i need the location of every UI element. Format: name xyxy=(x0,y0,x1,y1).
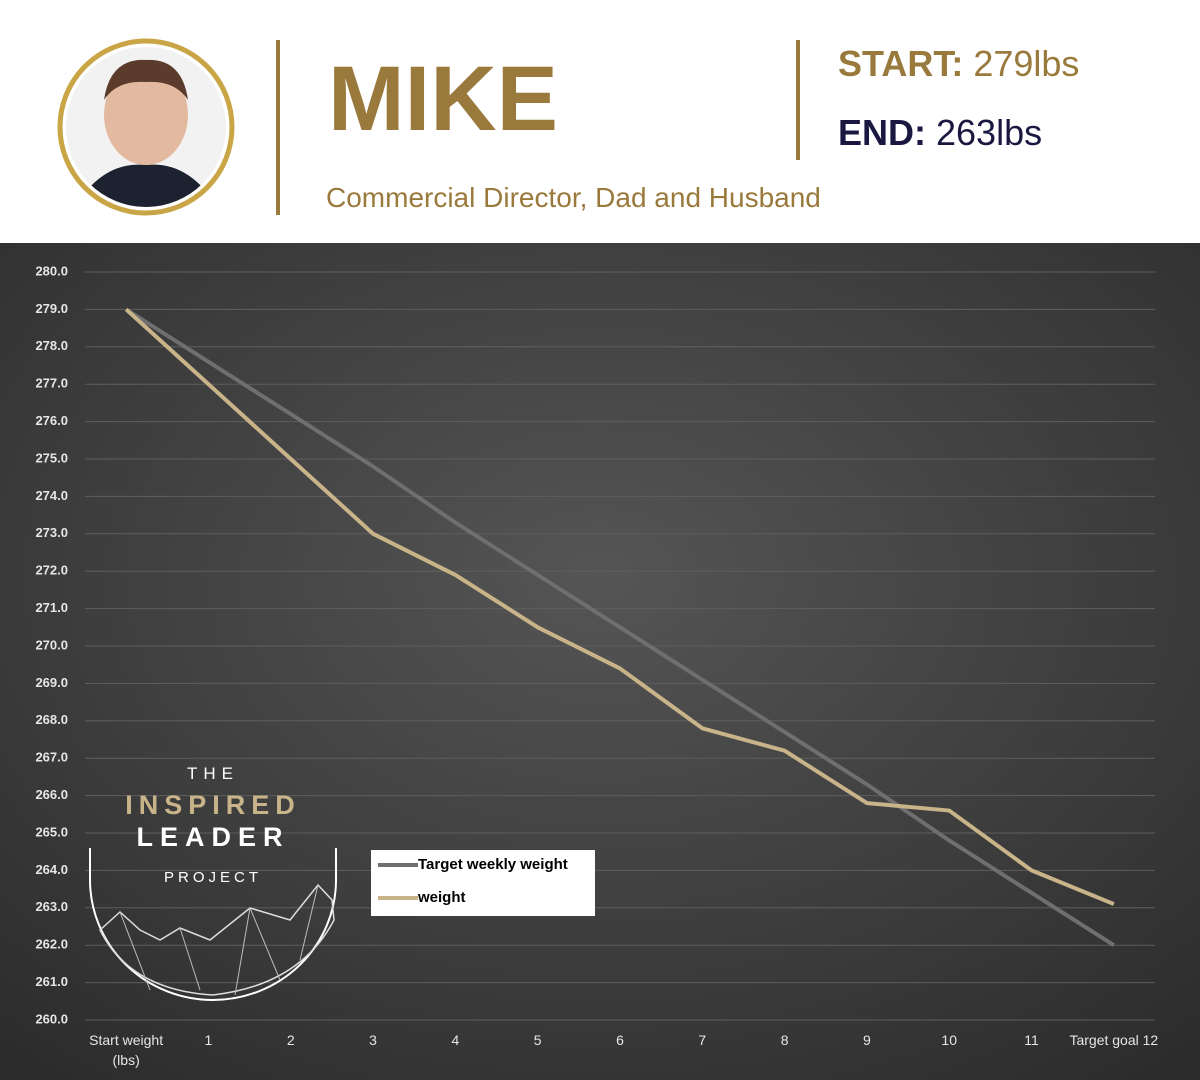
x-tick-label-box: 10 xyxy=(941,1032,957,1048)
end-stat: END: 263lbs xyxy=(838,112,1042,153)
x-tick-label-box: 8 xyxy=(780,1032,789,1048)
y-tick-label: 278.0 xyxy=(35,338,68,353)
y-tick-label: 274.0 xyxy=(35,488,68,503)
y-tick-label: 264.0 xyxy=(35,862,68,877)
x-tick-label-box: 5 xyxy=(533,1032,542,1048)
y-tick-label: 268.0 xyxy=(35,712,68,727)
x-tick-label-box: Start weight (lbs) xyxy=(89,1032,164,1068)
series-line xyxy=(124,307,1115,906)
y-tick-label: 276.0 xyxy=(35,413,68,428)
x-tick-label: 4 xyxy=(451,1032,460,1048)
y-tick-label: 279.0 xyxy=(35,301,68,316)
x-tick-label-box: Target goal 12 xyxy=(1069,1032,1159,1048)
x-tick-label: 5 xyxy=(533,1032,542,1048)
x-tick-label: Start weight (lbs) xyxy=(89,1032,164,1068)
y-tick-label: 277.0 xyxy=(35,376,68,391)
y-tick-label: 270.0 xyxy=(35,637,68,652)
y-tick-label: 265.0 xyxy=(35,824,68,839)
x-tick-label: 6 xyxy=(616,1032,624,1048)
plot: 260.0 261.0 262.0 263.0 264.0 265.0 266.0 267.0… xyxy=(35,263,1159,1068)
y-tick-label: 273.0 xyxy=(35,525,68,540)
start-value: 279lbs xyxy=(973,43,1079,84)
end-label: END: xyxy=(838,112,926,153)
y-tick-label: 269.0 xyxy=(35,675,68,690)
x-tick-label-box: 7 xyxy=(698,1032,707,1048)
x-tick-label-box: 3 xyxy=(369,1032,377,1048)
legend-label: Target weekly weight xyxy=(418,856,568,873)
x-tick-label-box: 4 xyxy=(451,1032,460,1048)
x-tick-label: Target goal 12 xyxy=(1069,1032,1159,1048)
y-tick-label: 275.0 xyxy=(35,450,68,465)
x-tick-label-box: 9 xyxy=(863,1032,871,1048)
legend: Target weekly weight weight xyxy=(371,850,595,916)
y-tick-label: 272.0 xyxy=(35,563,68,578)
person-subtitle: Commercial Director, Dad and Husband xyxy=(326,182,821,213)
x-tick-label: 1 xyxy=(204,1032,213,1048)
logo-text: INSPIRED xyxy=(125,790,301,820)
end-value: 263lbs xyxy=(936,112,1042,153)
y-tick-label: 267.0 xyxy=(35,750,68,765)
y-tick-label: 261.0 xyxy=(35,974,68,989)
x-tick-label: 3 xyxy=(369,1032,377,1048)
x-tick-label: 8 xyxy=(780,1032,789,1048)
legend-label: weight xyxy=(417,889,466,906)
start-label: START: xyxy=(838,43,963,84)
logo-text: LEADER xyxy=(136,822,289,852)
x-tick-label: 2 xyxy=(286,1032,295,1048)
x-tick-label: 7 xyxy=(698,1032,707,1048)
start-stat: START: 279lbs xyxy=(838,43,1079,84)
y-tick-label: 280.0 xyxy=(35,263,68,278)
x-tick-label-box: 2 xyxy=(286,1032,295,1048)
logo: THE INSPIRED LEADER PROJECT xyxy=(89,764,337,1001)
x-tick-label: 9 xyxy=(863,1032,871,1048)
logo-text: THE xyxy=(187,764,239,783)
y-tick-label: 266.0 xyxy=(35,787,68,802)
chart-bg xyxy=(0,243,1200,1080)
y-tick-label: 271.0 xyxy=(35,600,68,615)
y-tick-label: 262.0 xyxy=(35,937,68,952)
y-tick-label: 263.0 xyxy=(35,899,68,914)
x-tick-label-box: 11 xyxy=(1024,1032,1039,1048)
x-tick-label-box: 1 xyxy=(204,1032,213,1048)
x-tick-label-box: 6 xyxy=(616,1032,624,1048)
x-tick-label: 10 xyxy=(941,1032,957,1048)
logo-text: PROJECT xyxy=(164,869,262,886)
x-tick-label: 11 xyxy=(1024,1032,1039,1048)
person-name: MIKE xyxy=(328,48,558,150)
photo-ring xyxy=(57,38,235,216)
y-tick-label: 260.0 xyxy=(35,1011,68,1026)
series-line xyxy=(125,307,1115,947)
